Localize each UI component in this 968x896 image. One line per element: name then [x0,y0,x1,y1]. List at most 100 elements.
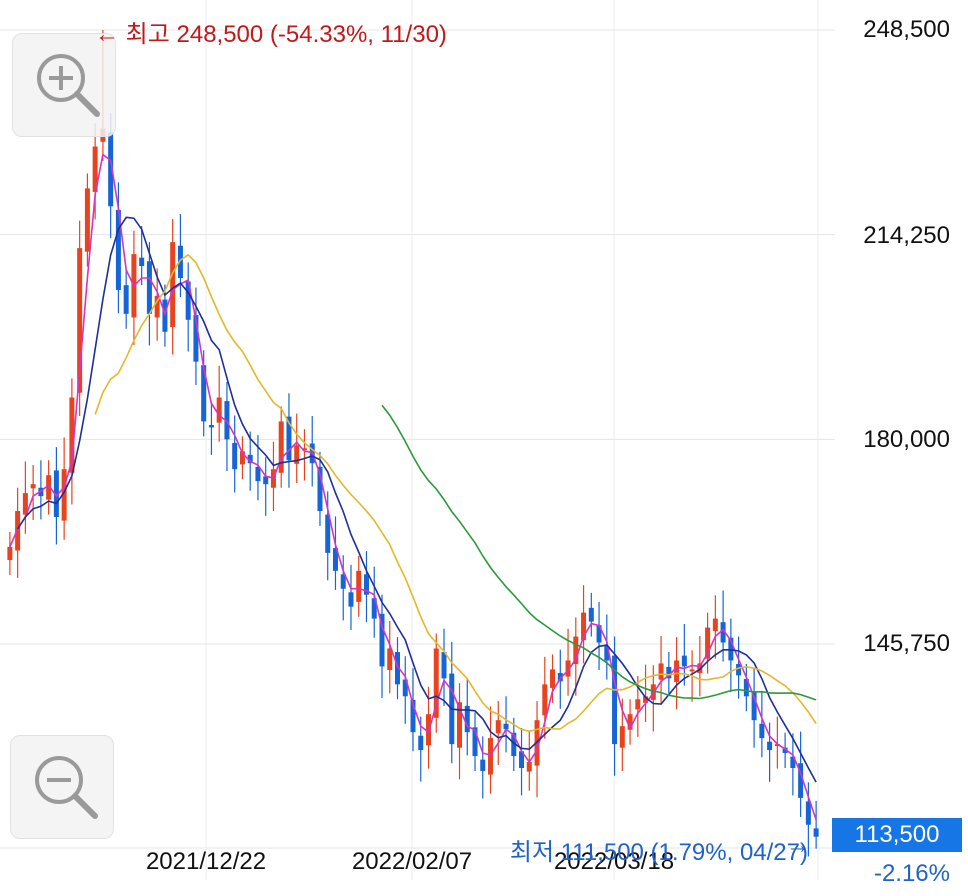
candle-body [332,548,338,571]
zoom-out-icon [35,756,98,819]
candle-body [410,699,416,733]
candle-body [581,612,587,641]
candle-body [588,607,594,622]
candle-body [224,401,230,440]
high-price-annotation: ← 최고 248,500 (-54.33%, 11/30) [95,21,447,48]
moving-average-line [16,216,817,783]
candle-body [286,416,292,461]
candle-body [177,245,183,278]
candle-body [61,469,67,521]
x-tick-label: 2022/03/18 [553,848,675,875]
low-price-annotation: 최저 111,500 (1.79%, 04/27) [509,839,808,866]
candle-body [193,315,199,362]
zoom-in-button[interactable] [12,33,116,137]
candle-body [774,744,780,747]
candle-body [69,397,75,473]
candle-body [201,365,207,422]
candle-body [472,727,478,757]
candle-body [519,751,525,768]
candle-body [216,397,222,423]
candle-body [22,493,28,515]
candle-body [301,448,307,451]
candle-body [77,248,83,393]
candle-body [317,466,323,512]
candle-body [627,714,633,730]
candle-body [379,613,385,667]
y-tick-label: 248,500 [863,16,950,43]
candle-body [170,242,176,327]
candle-body [363,574,369,595]
candle-body [503,723,509,730]
candle-body [146,261,152,314]
candle-body [387,648,393,670]
price-change: -2.16% [873,860,950,887]
candle-body [596,625,602,643]
candle-body [573,636,579,665]
candle-body [185,281,191,320]
candle-body [480,759,486,771]
candle-body [457,702,463,748]
candle-body [247,454,253,464]
candle-body [46,475,52,500]
low-arrow: → [786,832,810,859]
candle-body [813,828,819,837]
candle-body [139,257,145,267]
candle-body [557,672,563,682]
x-tick-label: 2022/02/07 [351,848,473,875]
moving-average-line [9,153,817,821]
candle-body [635,699,641,710]
candle-body [790,756,796,768]
candle-body [7,546,13,561]
candle-body [402,679,408,697]
candle-body [689,669,695,672]
candle-body [255,466,261,482]
y-tick-label: 145,750 [863,630,950,657]
candle-body [743,678,749,697]
candle-body [84,188,90,252]
candle-body [294,445,300,464]
zoom-out-button[interactable] [10,735,114,839]
candle-body [115,209,121,290]
candle-body [550,669,556,688]
candle-body [658,663,664,680]
candle-body [759,723,765,739]
candle-body [798,763,804,798]
candle-body [782,747,788,754]
y-tick-label: 214,250 [863,222,950,249]
current-price-badge: 113,500 [832,818,962,852]
candle-body [433,648,439,718]
candle-body [232,442,238,470]
candle-body [325,514,331,553]
candle-body [123,285,129,314]
candle-body [712,618,718,632]
candle-body [542,684,548,716]
zoom-in-icon [37,54,100,117]
candle-body [108,132,114,207]
candle-body [92,146,98,192]
candle-body [208,424,214,428]
candle-body [681,655,687,667]
candle-body [565,660,571,677]
candle-body [441,652,447,679]
candle-body [619,726,625,748]
candle-body [511,732,517,757]
candle-body [697,663,703,673]
candle-body [488,738,494,775]
y-tick-label: 180,000 [863,426,950,453]
candle-body [154,295,160,318]
candle-body [340,574,346,589]
candle-body [53,470,59,518]
candle-body [371,598,377,619]
candle-body [720,622,726,643]
candle-body [767,741,773,751]
candle-body [278,421,284,473]
candle-body [674,660,680,682]
candle-body [418,735,424,751]
candle-body [705,627,711,659]
moving-average-line [381,404,817,701]
candle-body [239,451,245,465]
candle-body [263,476,269,485]
candle-body [30,484,36,489]
candle-body [643,696,649,703]
